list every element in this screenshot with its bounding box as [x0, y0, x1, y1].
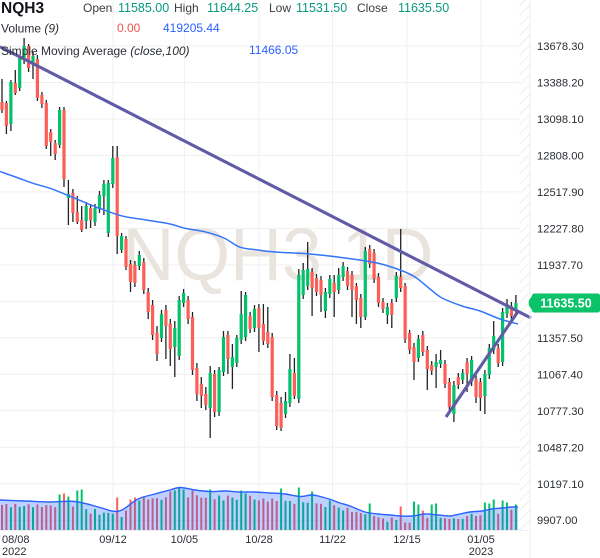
svg-text:NQH3 1D: NQH3 1D	[123, 213, 434, 296]
svg-text:11635.50: 11635.50	[398, 1, 449, 15]
svg-text:12808.00: 12808.00	[537, 150, 584, 162]
svg-text:10777.30: 10777.30	[537, 406, 584, 418]
svg-text:11/22: 11/22	[319, 534, 346, 546]
svg-text:12227.80: 12227.80	[537, 223, 584, 235]
svg-text:11937.70: 11937.70	[537, 260, 583, 272]
svg-text:High: High	[174, 1, 199, 15]
svg-text:13388.20: 13388.20	[537, 78, 584, 90]
svg-text:10/05: 10/05	[171, 534, 199, 546]
svg-text:12517.90: 12517.90	[537, 187, 584, 199]
svg-text:419205.44: 419205.44	[163, 21, 220, 35]
svg-text:Simple Moving Average (close,1: Simple Moving Average (close,100)	[1, 44, 190, 58]
svg-text:13098.10: 13098.10	[537, 114, 584, 126]
svg-text:Low: Low	[269, 1, 291, 15]
svg-text:11357.50: 11357.50	[537, 333, 583, 345]
svg-text:NQH3: NQH3	[1, 0, 44, 17]
svg-text:9907.00: 9907.00	[537, 515, 577, 527]
svg-text:13678.30: 13678.30	[537, 41, 584, 53]
svg-text:2022: 2022	[2, 546, 26, 558]
svg-text:10/28: 10/28	[245, 534, 273, 546]
svg-text:08/08: 08/08	[2, 534, 30, 546]
svg-text:Volume (9): Volume (9)	[1, 22, 59, 36]
svg-text:01/05: 01/05	[467, 534, 495, 546]
svg-text:11531.50: 11531.50	[296, 1, 347, 15]
svg-text:10197.10: 10197.10	[537, 479, 584, 491]
svg-text:10487.20: 10487.20	[537, 442, 584, 454]
svg-text:11067.40: 11067.40	[537, 369, 583, 381]
svg-text:11635.50: 11635.50	[540, 297, 591, 311]
svg-text:Open: Open	[83, 1, 112, 15]
svg-text:11644.25: 11644.25	[207, 1, 258, 15]
svg-text:0.00: 0.00	[117, 21, 141, 35]
svg-text:11466.05: 11466.05	[249, 43, 298, 57]
svg-text:09/12: 09/12	[99, 534, 127, 546]
svg-text:2023: 2023	[469, 546, 493, 558]
svg-text:Close: Close	[357, 1, 388, 15]
svg-text:12/15: 12/15	[393, 534, 421, 546]
svg-text:11585.00: 11585.00	[118, 1, 169, 15]
